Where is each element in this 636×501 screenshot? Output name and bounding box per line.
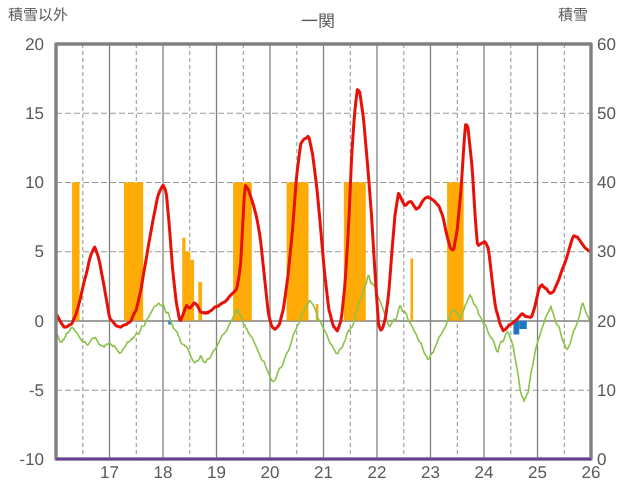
svg-text:22: 22: [368, 463, 387, 482]
svg-text:18: 18: [154, 463, 173, 482]
svg-text:5: 5: [35, 242, 44, 261]
svg-text:23: 23: [421, 463, 440, 482]
svg-text:-10: -10: [19, 450, 44, 469]
svg-text:26: 26: [582, 463, 601, 482]
svg-text:24: 24: [475, 463, 494, 482]
svg-text:20: 20: [261, 463, 280, 482]
svg-text:25: 25: [528, 463, 547, 482]
svg-text:10: 10: [25, 173, 44, 192]
svg-text:21: 21: [314, 463, 333, 482]
svg-text:積雪: 積雪: [558, 7, 588, 24]
svg-text:0: 0: [35, 312, 44, 331]
svg-text:40: 40: [597, 173, 616, 192]
svg-text:-5: -5: [29, 381, 44, 400]
svg-text:30: 30: [597, 242, 616, 261]
svg-text:17: 17: [100, 463, 119, 482]
svg-text:19: 19: [207, 463, 226, 482]
svg-text:20: 20: [25, 35, 44, 54]
svg-text:15: 15: [25, 104, 44, 123]
svg-text:60: 60: [597, 35, 616, 54]
svg-text:50: 50: [597, 104, 616, 123]
svg-text:一関: 一関: [301, 12, 335, 31]
svg-text:積雪以外: 積雪以外: [8, 7, 68, 24]
svg-text:10: 10: [597, 381, 616, 400]
svg-text:20: 20: [597, 312, 616, 331]
